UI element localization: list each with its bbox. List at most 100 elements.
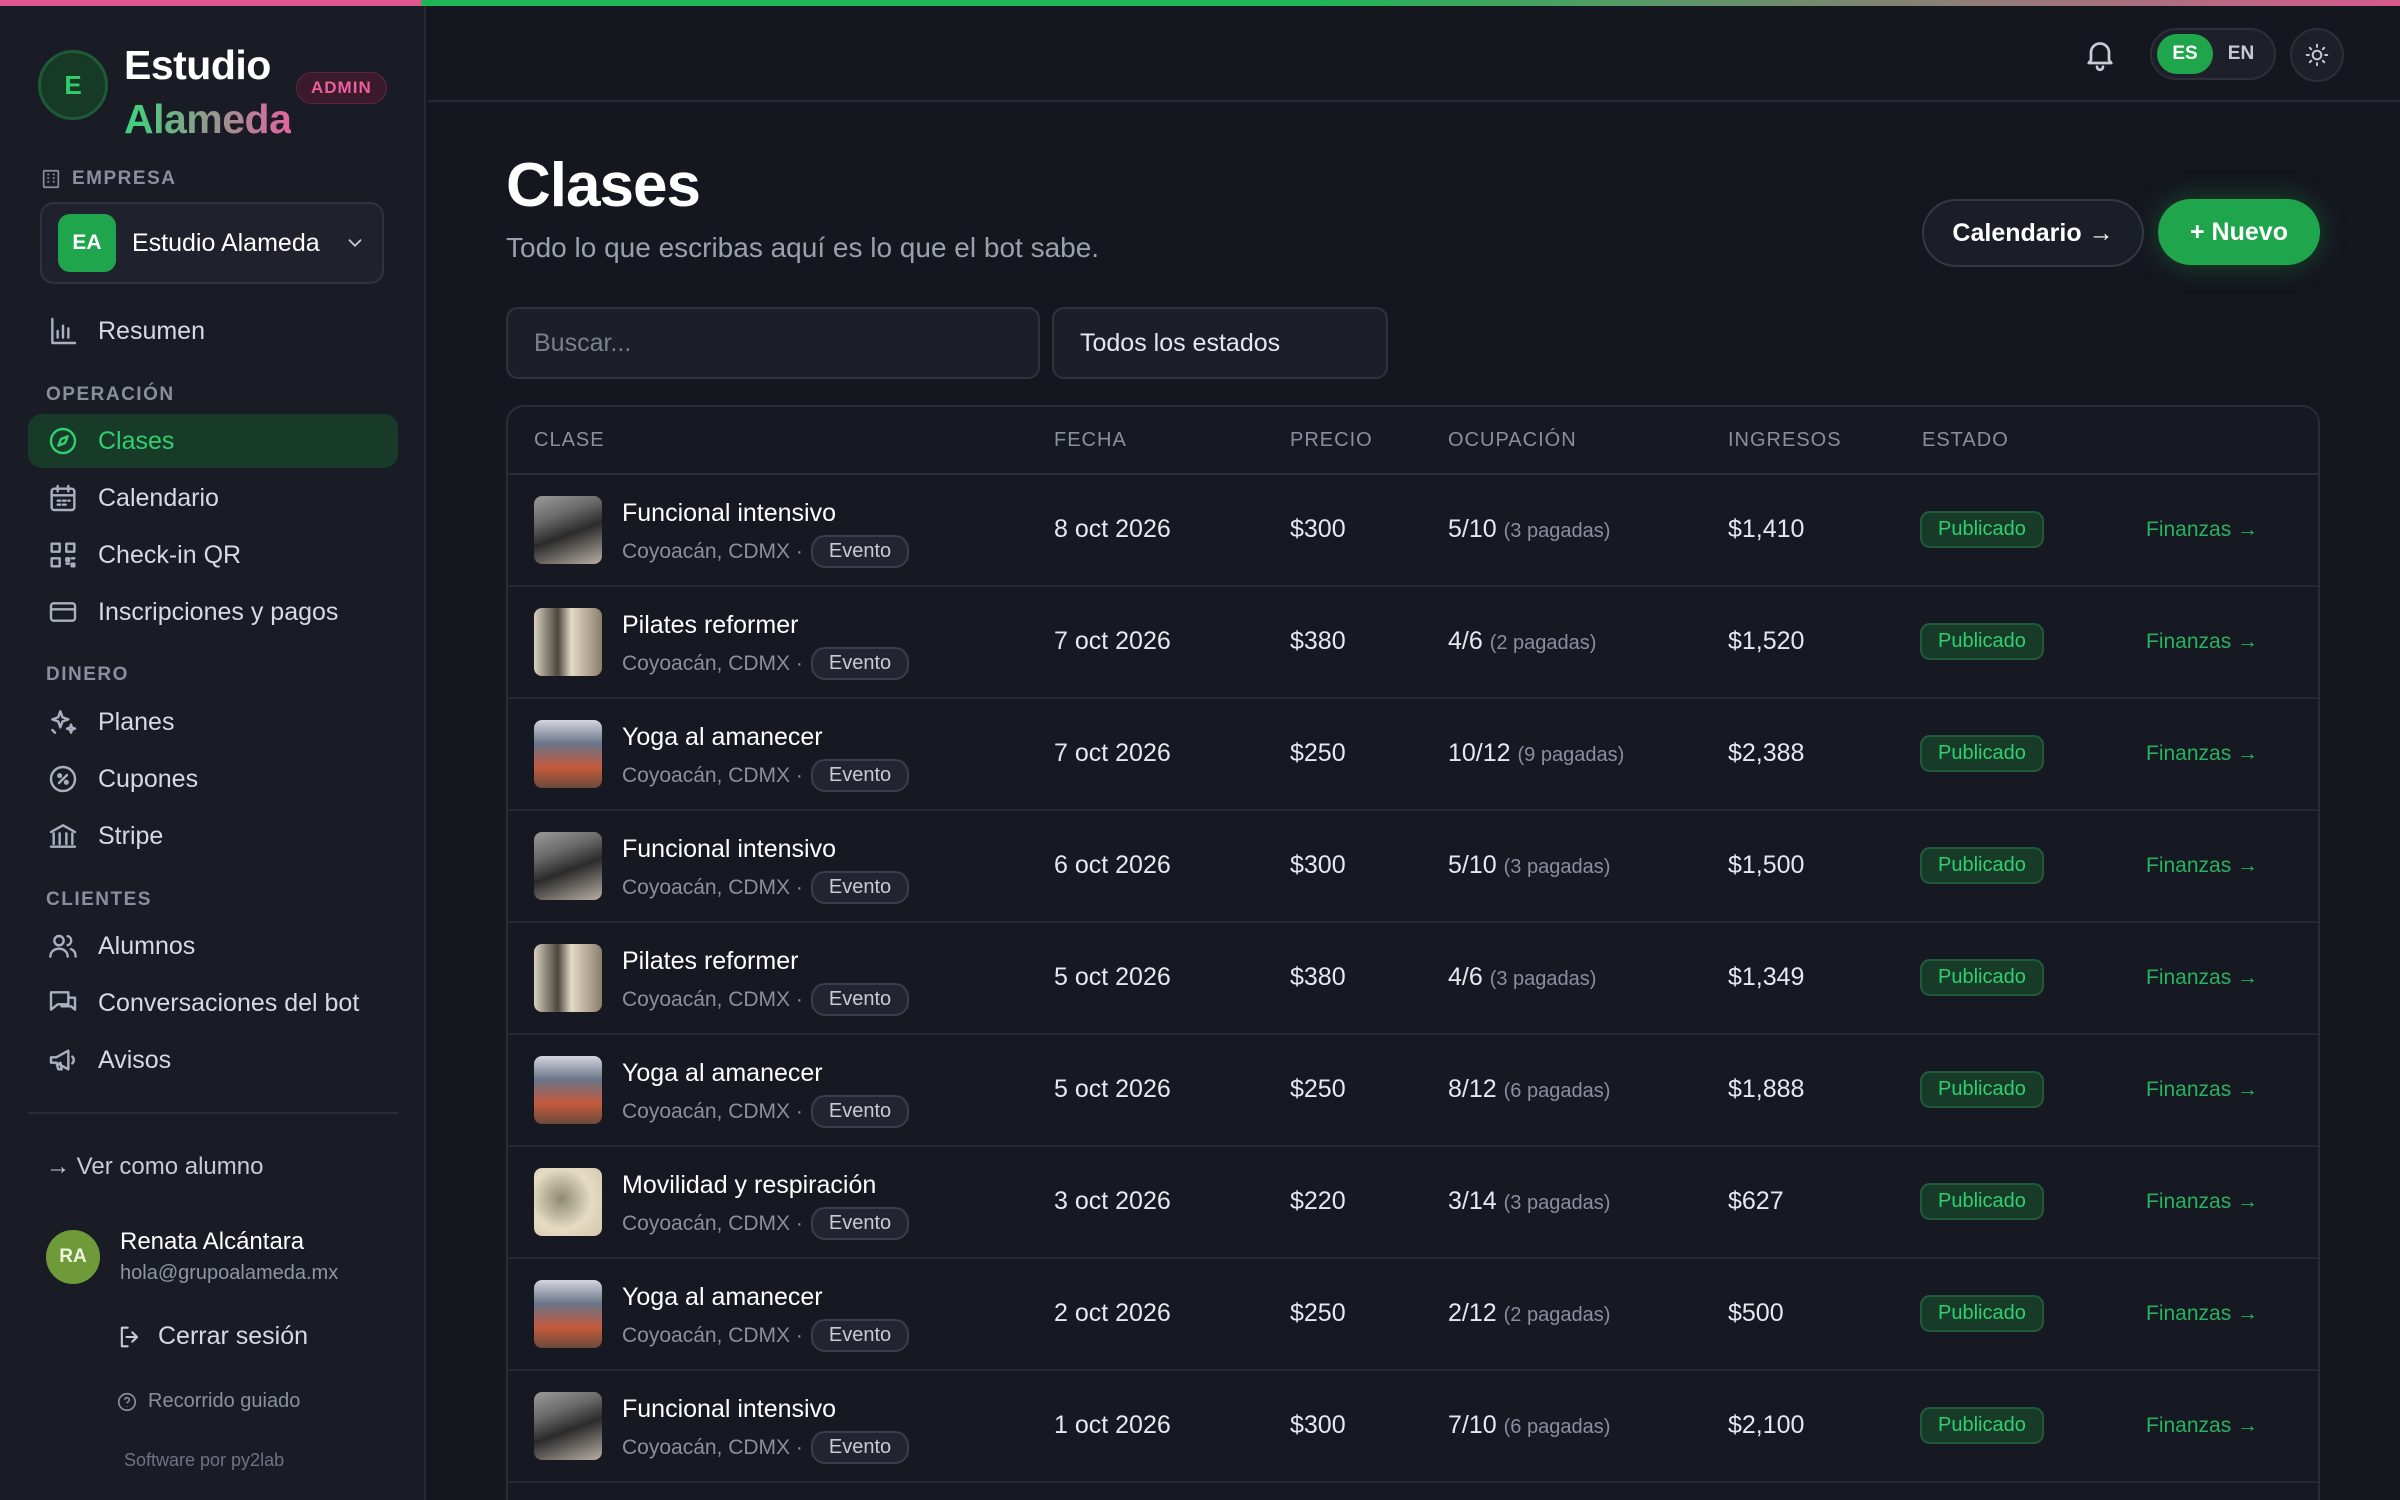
class-occupancy: 4/6 (2 pagadas) [1448,627,1596,656]
table-row[interactable]: Funcional intensivo Coyoacán, CDMX · Even… [508,475,2318,587]
paid-count: (2 pagadas) [1503,1304,1611,1326]
finances-link[interactable]: Finanzas → [2146,630,2259,653]
table-row[interactable]: Yoga al amanecer Coyoacán, CDMX · Evento … [508,699,2318,811]
column-header-ingresos: INGRESOS [1728,429,1842,451]
sidebar-item-label: Cupones [98,764,199,793]
location-text: Coyoacán, CDMX · [622,987,803,1011]
class-thumbnail [534,1392,602,1460]
table-row[interactable]: Yoga al amanecer Coyoacán, CDMX · Evento … [508,1035,2318,1147]
paid-count: (3 pagadas) [1503,856,1611,878]
event-tag: Evento [810,1207,910,1240]
event-tag: Evento [810,983,910,1016]
sidebar-item-label: Avisos [98,1045,172,1074]
location-text: Coyoacán, CDMX · [622,1435,803,1459]
class-price: $300 [1290,1411,1346,1439]
finances-link[interactable]: Finanzas → [2146,1190,2259,1213]
bank-icon [46,819,80,853]
class-location: Coyoacán, CDMX · Evento [622,1207,910,1240]
new-class-button[interactable]: + Nuevo [2158,199,2320,265]
event-tag: Evento [810,871,910,904]
sidebar-item-checkin-qr[interactable]: Check-in QR [28,528,398,582]
class-occupancy: 7/10 (6 pagadas) [1448,1411,1610,1440]
event-tag: Evento [810,1431,910,1464]
class-thumbnail [534,944,602,1012]
sidebar-item-label: Calendario [98,483,219,512]
sidebar-item-inscripciones[interactable]: Inscripciones y pagos [28,585,398,639]
location-text: Coyoacán, CDMX · [622,1323,803,1347]
sidebar-item-conversaciones[interactable]: Conversaciones del bot [28,976,398,1030]
class-occupancy: 2/12 (2 pagadas) [1448,1299,1610,1328]
occupancy-value: 2/12 [1448,1299,1497,1327]
status-badge: Publicado [1920,1295,2044,1332]
calendar-icon [46,481,80,515]
logout-button[interactable]: Cerrar sesión [116,1322,308,1351]
classes-table: CLASE FECHA PRECIO OCUPACIÓN INGRESOS ES… [506,405,2320,1500]
finances-link[interactable]: Finanzas → [2146,854,2259,877]
table-row[interactable]: Funcional intensivo Coyoacán, CDMX · Even… [508,811,2318,923]
table-row[interactable]: Funcional intensivo Coyoacán, CDMX · Even… [508,1371,2318,1483]
finances-link[interactable]: Finanzas → [2146,1078,2259,1101]
class-thumbnail [534,1168,602,1236]
finances-link[interactable]: Finanzas → [2146,966,2259,989]
lang-option-en[interactable]: EN [2227,43,2255,64]
software-credit: Software por py2lab [124,1450,285,1470]
sidebar-item-calendario[interactable]: Calendario [28,471,398,525]
sidebar-item-label: Alumnos [98,931,196,960]
sidebar-item-cupones[interactable]: Cupones [28,752,398,806]
class-name: Funcional intensivo [622,499,837,527]
guided-tour-link[interactable]: Recorrido guiado [116,1390,300,1413]
brand-name: Estudio Alameda [124,38,292,146]
event-tag: Evento [810,1319,910,1352]
theme-toggle-button[interactable] [2290,28,2344,82]
class-location: Coyoacán, CDMX · Evento [622,871,910,904]
class-date: 7 oct 2026 [1054,739,1171,767]
paid-count: (3 pagadas) [1489,968,1597,990]
status-filter-select[interactable]: Todos los estados [1052,307,1388,379]
event-tag: Evento [810,1095,910,1128]
help-circle-icon [117,1392,137,1411]
paid-count: (2 pagadas) [1489,632,1597,654]
class-location: Coyoacán, CDMX · Evento [622,759,910,792]
sidebar-item-planes[interactable]: Planes [28,695,398,749]
calendar-button[interactable]: Calendario → [1922,199,2144,267]
class-revenue: $1,888 [1728,1075,1805,1103]
status-badge: Publicado [1920,1183,2044,1220]
sidebar-item-stripe[interactable]: Stripe [28,809,398,863]
bell-icon [2087,42,2113,72]
notifications-button[interactable] [2082,36,2122,76]
finances-link[interactable]: Finanzas → [2146,1414,2259,1437]
empresa-select[interactable]: EA Estudio Alameda [40,202,384,284]
occupancy-value: 7/10 [1448,1411,1497,1439]
paid-count: (6 pagadas) [1503,1080,1611,1102]
location-text: Coyoacán, CDMX · [622,539,803,563]
finances-link[interactable]: Finanzas → [2146,518,2259,541]
brand-name-line2: Alameda [124,92,292,146]
view-as-student-link[interactable]: → Ver como alumno [46,1153,264,1180]
building-icon [42,169,60,189]
table-row[interactable]: Pilates reformer Coyoacán, CDMX · Evento … [508,587,2318,699]
finances-link[interactable]: Finanzas → [2146,1302,2259,1325]
sidebar-item-alumnos[interactable]: Alumnos [28,919,398,973]
event-tag: Evento [810,647,910,680]
sidebar-item-avisos[interactable]: Avisos [28,1033,398,1087]
finances-link[interactable]: Finanzas → [2146,742,2259,765]
table-header: CLASE FECHA PRECIO OCUPACIÓN INGRESOS ES… [508,407,2318,475]
class-price: $250 [1290,1075,1346,1103]
table-row[interactable]: Yoga al amanecer Coyoacán, CDMX · Evento … [508,1259,2318,1371]
table-row[interactable]: Pilates reformer Coyoacán, CDMX · Evento … [508,923,2318,1035]
sidebar-item-resumen[interactable]: Resumen [28,304,398,358]
empresa-name: Estudio Alameda [132,228,320,257]
sparkles-icon [46,705,80,739]
table-row[interactable]: Movilidad y respiración Coyoacán, CDMX ·… [508,1147,2318,1259]
class-price: $220 [1290,1187,1346,1215]
status-badge: Publicado [1920,1407,2044,1444]
sidebar-divider [28,1112,398,1114]
location-text: Coyoacán, CDMX · [622,651,803,675]
class-revenue: $500 [1728,1299,1784,1327]
sidebar-item-clases[interactable]: Clases [28,414,398,468]
class-date: 5 oct 2026 [1054,963,1171,991]
search-input[interactable] [506,307,1040,379]
sidebar: E Estudio Alameda ADMIN EMPRESA EA Estud… [0,0,426,1500]
sidebar-item-label: Stripe [98,821,164,850]
lang-option-es[interactable]: ES [2157,34,2213,74]
